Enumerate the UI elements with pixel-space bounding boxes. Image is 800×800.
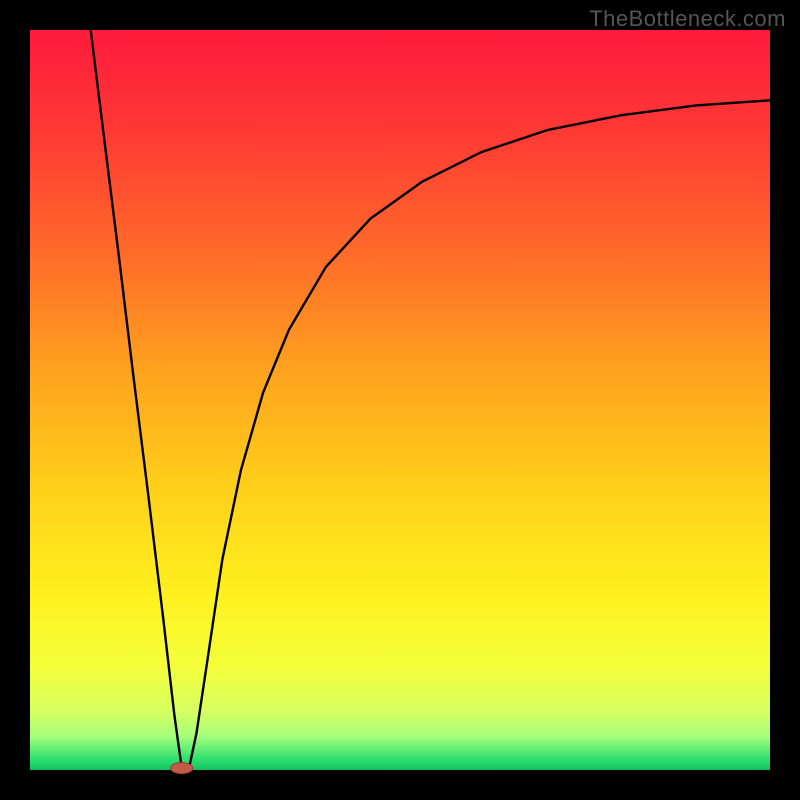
- trough-marker: [170, 762, 194, 774]
- curve-path: [91, 30, 770, 768]
- watermark-text: TheBottleneck.com: [589, 6, 786, 32]
- plot-area: [30, 30, 770, 770]
- bottleneck-curve: [30, 30, 770, 770]
- chart-frame: TheBottleneck.com: [0, 0, 800, 800]
